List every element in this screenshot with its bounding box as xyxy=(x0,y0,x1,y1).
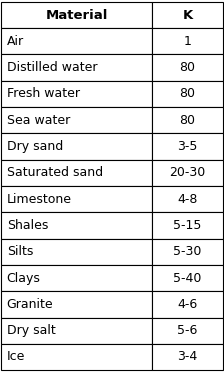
Bar xyxy=(1,265,152,291)
Text: 5-15: 5-15 xyxy=(173,219,202,232)
Bar xyxy=(152,291,223,318)
Text: Granite: Granite xyxy=(7,298,53,311)
Text: 80: 80 xyxy=(179,114,195,127)
Text: 4-6: 4-6 xyxy=(177,298,198,311)
Text: 80: 80 xyxy=(179,61,195,74)
Bar xyxy=(1,134,152,160)
Text: 5-6: 5-6 xyxy=(177,324,198,337)
Bar xyxy=(152,160,223,186)
Text: Limestone: Limestone xyxy=(7,193,72,206)
Text: 5-30: 5-30 xyxy=(173,245,202,258)
Bar xyxy=(1,107,152,134)
Bar xyxy=(1,212,152,238)
Bar xyxy=(152,81,223,107)
Bar xyxy=(1,160,152,186)
Bar xyxy=(152,107,223,134)
Bar xyxy=(152,2,223,28)
Bar xyxy=(1,81,152,107)
Text: Shales: Shales xyxy=(7,219,48,232)
Text: 5-40: 5-40 xyxy=(173,272,202,285)
Bar xyxy=(152,28,223,54)
Text: Fresh water: Fresh water xyxy=(7,87,80,100)
Bar xyxy=(152,265,223,291)
Text: 3-4: 3-4 xyxy=(177,350,198,363)
Text: Ice: Ice xyxy=(7,350,25,363)
Bar xyxy=(1,238,152,265)
Bar xyxy=(1,54,152,81)
Text: 20-30: 20-30 xyxy=(169,166,206,179)
Text: Dry salt: Dry salt xyxy=(7,324,55,337)
Text: Distilled water: Distilled water xyxy=(7,61,97,74)
Bar xyxy=(1,186,152,212)
Text: Saturated sand: Saturated sand xyxy=(7,166,103,179)
Text: Air: Air xyxy=(7,35,24,48)
Bar xyxy=(152,212,223,238)
Bar xyxy=(152,344,223,370)
Bar xyxy=(1,344,152,370)
Bar xyxy=(1,2,152,28)
Text: 80: 80 xyxy=(179,87,195,100)
Text: 3-5: 3-5 xyxy=(177,140,198,153)
Text: Clays: Clays xyxy=(7,272,41,285)
Text: 4-8: 4-8 xyxy=(177,193,198,206)
Bar xyxy=(152,318,223,344)
Bar xyxy=(152,238,223,265)
Text: Dry sand: Dry sand xyxy=(7,140,63,153)
Text: 1: 1 xyxy=(183,35,191,48)
Bar xyxy=(1,318,152,344)
Bar xyxy=(1,291,152,318)
Bar xyxy=(152,134,223,160)
Bar xyxy=(1,28,152,54)
Text: K: K xyxy=(182,9,192,22)
Bar xyxy=(152,54,223,81)
Text: Silts: Silts xyxy=(7,245,33,258)
Bar xyxy=(152,186,223,212)
Text: Material: Material xyxy=(45,9,108,22)
Text: Sea water: Sea water xyxy=(7,114,70,127)
